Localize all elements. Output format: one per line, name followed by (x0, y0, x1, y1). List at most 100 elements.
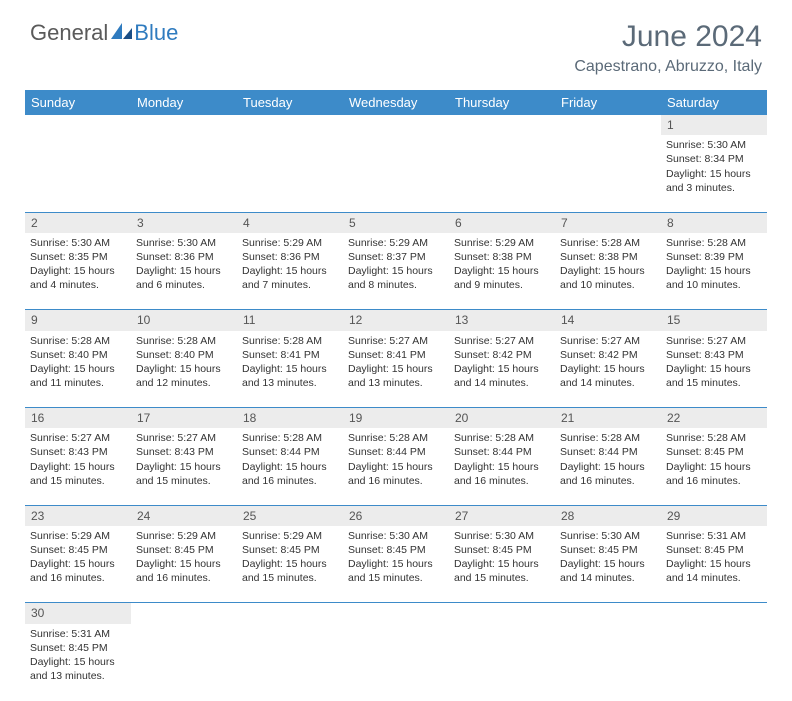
day-detail-cell (131, 624, 237, 701)
day-detail-cell (449, 135, 555, 212)
sunset-text: Sunset: 8:38 PM (454, 250, 550, 264)
sunrise-text: Sunrise: 5:27 AM (560, 334, 656, 348)
day-number: 8 (661, 212, 767, 233)
day-detail-cell (131, 135, 237, 212)
day-number: 27 (449, 505, 555, 526)
day-number: 15 (661, 310, 767, 331)
weekday-header: Friday (555, 90, 661, 115)
title-block: June 2024 Capestrano, Abruzzo, Italy (574, 20, 762, 76)
daylight-text: Daylight: 15 hours and 13 minutes. (30, 655, 126, 683)
day-detail-cell: Sunrise: 5:28 AMSunset: 8:38 PMDaylight:… (555, 233, 661, 310)
daylight-text: Daylight: 15 hours and 15 minutes. (666, 362, 762, 390)
day-number: 21 (555, 408, 661, 429)
sunrise-text: Sunrise: 5:28 AM (242, 334, 338, 348)
day-detail-cell: Sunrise: 5:28 AMSunset: 8:41 PMDaylight:… (237, 331, 343, 408)
sunset-text: Sunset: 8:44 PM (560, 445, 656, 459)
sunset-text: Sunset: 8:44 PM (454, 445, 550, 459)
sunrise-text: Sunrise: 5:27 AM (454, 334, 550, 348)
sunset-text: Sunset: 8:45 PM (30, 543, 126, 557)
day-number (237, 603, 343, 624)
day-detail-row: Sunrise: 5:30 AMSunset: 8:35 PMDaylight:… (25, 233, 767, 310)
logo-text-general: General (30, 20, 108, 46)
day-number-row: 16171819202122 (25, 408, 767, 429)
day-number-row: 9101112131415 (25, 310, 767, 331)
sunrise-text: Sunrise: 5:27 AM (136, 431, 232, 445)
day-detail-cell: Sunrise: 5:28 AMSunset: 8:40 PMDaylight:… (131, 331, 237, 408)
day-detail-row: Sunrise: 5:28 AMSunset: 8:40 PMDaylight:… (25, 331, 767, 408)
day-detail-cell (237, 624, 343, 701)
weekday-header-row: Sunday Monday Tuesday Wednesday Thursday… (25, 90, 767, 115)
daylight-text: Daylight: 15 hours and 6 minutes. (136, 264, 232, 292)
day-detail-cell: Sunrise: 5:28 AMSunset: 8:39 PMDaylight:… (661, 233, 767, 310)
sunrise-text: Sunrise: 5:29 AM (242, 529, 338, 543)
day-number: 11 (237, 310, 343, 331)
day-number: 20 (449, 408, 555, 429)
weekday-header: Tuesday (237, 90, 343, 115)
day-detail-cell: Sunrise: 5:30 AMSunset: 8:35 PMDaylight:… (25, 233, 131, 310)
sunrise-text: Sunrise: 5:31 AM (666, 529, 762, 543)
day-detail-cell: Sunrise: 5:30 AMSunset: 8:45 PMDaylight:… (555, 526, 661, 603)
daylight-text: Daylight: 15 hours and 13 minutes. (348, 362, 444, 390)
day-detail-cell (555, 624, 661, 701)
logo: GeneralBlue (30, 20, 178, 46)
day-detail-cell: Sunrise: 5:29 AMSunset: 8:38 PMDaylight:… (449, 233, 555, 310)
day-number (25, 115, 131, 135)
day-number (555, 115, 661, 135)
sunset-text: Sunset: 8:45 PM (30, 641, 126, 655)
day-detail-cell (449, 624, 555, 701)
sunset-text: Sunset: 8:34 PM (666, 152, 762, 166)
sunset-text: Sunset: 8:42 PM (454, 348, 550, 362)
day-number: 30 (25, 603, 131, 624)
day-detail-cell (343, 135, 449, 212)
day-number: 29 (661, 505, 767, 526)
day-number: 26 (343, 505, 449, 526)
day-number: 2 (25, 212, 131, 233)
day-detail-cell: Sunrise: 5:30 AMSunset: 8:45 PMDaylight:… (449, 526, 555, 603)
sunrise-text: Sunrise: 5:29 AM (136, 529, 232, 543)
day-number: 28 (555, 505, 661, 526)
day-detail-cell: Sunrise: 5:28 AMSunset: 8:44 PMDaylight:… (449, 428, 555, 505)
day-number: 22 (661, 408, 767, 429)
sunset-text: Sunset: 8:44 PM (348, 445, 444, 459)
day-number (343, 115, 449, 135)
sunset-text: Sunset: 8:41 PM (348, 348, 444, 362)
day-number: 4 (237, 212, 343, 233)
sunset-text: Sunset: 8:45 PM (136, 543, 232, 557)
sunrise-text: Sunrise: 5:28 AM (30, 334, 126, 348)
day-detail-cell: Sunrise: 5:27 AMSunset: 8:42 PMDaylight:… (555, 331, 661, 408)
daylight-text: Daylight: 15 hours and 16 minutes. (454, 460, 550, 488)
day-detail-cell (555, 135, 661, 212)
day-number (131, 603, 237, 624)
day-number (555, 603, 661, 624)
sunrise-text: Sunrise: 5:28 AM (666, 431, 762, 445)
sunrise-text: Sunrise: 5:30 AM (666, 138, 762, 152)
daylight-text: Daylight: 15 hours and 15 minutes. (348, 557, 444, 585)
sunset-text: Sunset: 8:36 PM (136, 250, 232, 264)
sunset-text: Sunset: 8:45 PM (666, 445, 762, 459)
day-detail-cell: Sunrise: 5:29 AMSunset: 8:45 PMDaylight:… (131, 526, 237, 603)
day-detail-cell: Sunrise: 5:28 AMSunset: 8:44 PMDaylight:… (343, 428, 449, 505)
sunset-text: Sunset: 8:43 PM (30, 445, 126, 459)
daylight-text: Daylight: 15 hours and 4 minutes. (30, 264, 126, 292)
sunrise-text: Sunrise: 5:28 AM (136, 334, 232, 348)
day-number-row: 23242526272829 (25, 505, 767, 526)
day-number (343, 603, 449, 624)
sunrise-text: Sunrise: 5:30 AM (454, 529, 550, 543)
header: GeneralBlue June 2024 Capestrano, Abruzz… (0, 0, 792, 84)
sunset-text: Sunset: 8:40 PM (30, 348, 126, 362)
sunset-text: Sunset: 8:45 PM (666, 543, 762, 557)
daylight-text: Daylight: 15 hours and 16 minutes. (242, 460, 338, 488)
day-number: 19 (343, 408, 449, 429)
day-number: 18 (237, 408, 343, 429)
sunset-text: Sunset: 8:36 PM (242, 250, 338, 264)
daylight-text: Daylight: 15 hours and 13 minutes. (242, 362, 338, 390)
day-detail-cell: Sunrise: 5:27 AMSunset: 8:43 PMDaylight:… (131, 428, 237, 505)
sunrise-text: Sunrise: 5:30 AM (560, 529, 656, 543)
day-number: 23 (25, 505, 131, 526)
sunset-text: Sunset: 8:45 PM (454, 543, 550, 557)
day-detail-row: Sunrise: 5:30 AMSunset: 8:34 PMDaylight:… (25, 135, 767, 212)
day-detail-cell: Sunrise: 5:30 AMSunset: 8:36 PMDaylight:… (131, 233, 237, 310)
day-detail-cell: Sunrise: 5:28 AMSunset: 8:40 PMDaylight:… (25, 331, 131, 408)
sunrise-text: Sunrise: 5:30 AM (30, 236, 126, 250)
daylight-text: Daylight: 15 hours and 8 minutes. (348, 264, 444, 292)
